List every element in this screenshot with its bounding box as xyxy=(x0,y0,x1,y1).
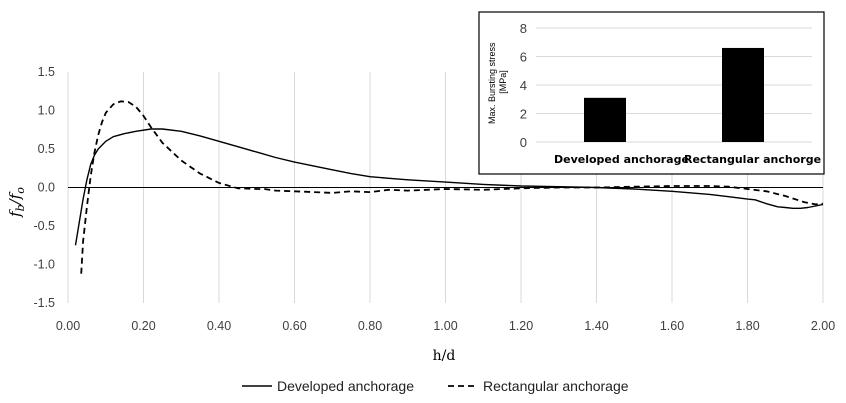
y-tick-1: 1.0 xyxy=(38,104,55,118)
inset-frame xyxy=(478,11,825,175)
x-tick-8: 1.60 xyxy=(660,319,684,333)
x-tick-9: 1.80 xyxy=(735,319,759,333)
inset-y-tick-0: 0 xyxy=(520,135,527,150)
y-axis-label-sub1: b xyxy=(14,204,27,211)
x-tick-5: 1.00 xyxy=(433,319,457,333)
y-tick-5: -1.0 xyxy=(33,258,55,272)
x-axis-label: h/d xyxy=(433,348,456,364)
y-axis-label-sub2: o xyxy=(14,187,27,194)
y-tick-0: 1.5 xyxy=(38,65,55,79)
x-tick-3: 0.60 xyxy=(282,319,306,333)
inset-category-developed: Developed anchorage xyxy=(554,153,689,166)
legend: Developed anchorage Rectangular anchorag… xyxy=(242,378,629,394)
series-lines xyxy=(74,100,824,274)
y-tick-3: 0.0 xyxy=(38,181,55,195)
inset-y-axis-label: Max. Bursting stress [MPa] xyxy=(487,40,508,124)
y-axis-label: fb/fo xyxy=(6,187,27,218)
inset-y-tick-labels: 0 2 4 6 8 xyxy=(520,21,527,150)
series-line-developed xyxy=(74,128,824,246)
inset-category-rectangular: Rectangular anchorge xyxy=(684,153,821,166)
legend-label-developed: Developed anchorage xyxy=(277,378,414,394)
inset-y-tick-1: 2 xyxy=(520,107,527,122)
x-tick-4: 0.80 xyxy=(358,319,382,333)
x-tick-labels: 0.00 0.20 0.40 0.60 0.80 1.00 1.20 1.40 1.60 1.80… xyxy=(56,319,835,333)
legend-label-rectangular: Rectangular anchorage xyxy=(483,378,629,394)
y-axis-label-main: f xyxy=(6,209,24,218)
y-tick-6: -1.5 xyxy=(33,296,55,310)
x-tick-10: 2.00 xyxy=(811,319,835,333)
x-tick-1: 0.20 xyxy=(131,319,155,333)
series-line-rectangular xyxy=(80,100,824,274)
x-tick-7: 1.40 xyxy=(584,319,608,333)
y-axis-label-slash: / xyxy=(6,197,24,206)
inset-y-axis-label-line1: Max. Bursting stress xyxy=(487,42,497,124)
inset-y-tick-2: 4 xyxy=(520,78,527,93)
inset-bar-chart: 0 2 4 6 8 Max. Bursting stress [MPa] Develop… xyxy=(478,11,825,175)
x-tick-6: 1.20 xyxy=(509,319,533,333)
inset-gridlines xyxy=(536,27,812,143)
inset-y-axis-label-line2: [MPa] xyxy=(498,70,508,94)
inset-bar-rectangular xyxy=(722,47,764,143)
y-tick-4: -0.5 xyxy=(33,219,55,233)
y-tick-labels: 1.5 1.0 0.5 0.0 -0.5 -1.0 -1.5 xyxy=(33,65,55,310)
x-tick-0: 0.00 xyxy=(56,319,80,333)
inset-y-tick-3: 6 xyxy=(520,50,527,65)
y-axis-label-main2: f xyxy=(6,191,24,200)
y-tick-2: 0.5 xyxy=(38,142,55,156)
inset-bars xyxy=(584,47,764,143)
inset-y-tick-4: 8 xyxy=(520,21,527,36)
x-tick-2: 0.40 xyxy=(207,319,231,333)
inset-bar-developed xyxy=(584,97,626,142)
